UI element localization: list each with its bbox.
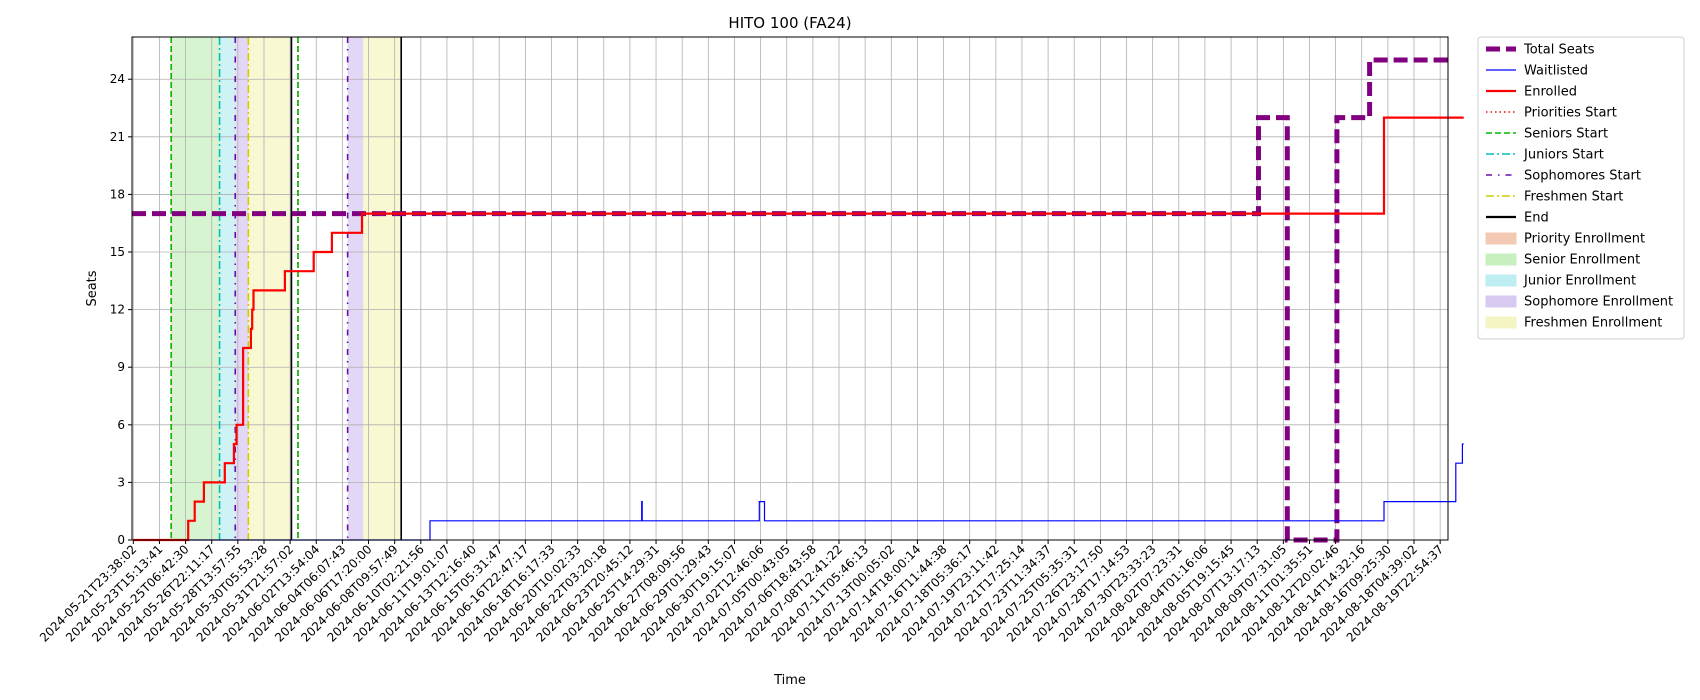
plot-frame [131, 36, 1449, 541]
legend-label-waitlisted: Waitlisted [1524, 64, 1588, 79]
legend-swatch-junior-enrollment [1485, 274, 1517, 287]
enrollment-periods [171, 37, 402, 540]
legend-label-priority-enrollment: Priority Enrollment [1524, 232, 1645, 247]
legend-label-total-seats: Total Seats [1523, 43, 1595, 58]
x-axis-label: Time [773, 673, 806, 688]
y-tick-label-6: 18 [110, 187, 125, 201]
period-freshmen-enrollment-4 [248, 37, 291, 540]
legend-label-juniors-start: Juniors Start [1523, 148, 1604, 163]
legend-label-seniors-start: Seniors Start [1524, 127, 1608, 142]
period-senior-enrollment-1 [172, 37, 220, 540]
legend-swatch-priority-enrollment [1485, 232, 1517, 245]
y-tick-label-3: 9 [117, 360, 125, 374]
y-axis: 0 3 6 9 12 15 18 21 24 [110, 72, 132, 547]
y-tick-label-8: 24 [110, 72, 125, 86]
legend: Total Seats Waitlisted Enrolled Priorities … [1477, 36, 1685, 340]
legend-label-sophomores-start: Sophomores Start [1524, 169, 1641, 184]
y-tick-label-1: 3 [117, 475, 125, 489]
chart-title: HITO 100 (FA24) [728, 14, 851, 32]
series-enrolled [133, 116, 1464, 542]
legend-swatch-senior-enrollment [1485, 253, 1517, 266]
grid-lines [132, 37, 1448, 541]
legend-swatch-sophomore-enrollment [1485, 295, 1517, 308]
y-tick-label-5: 15 [110, 245, 125, 259]
y-axis-label: Seats [85, 270, 100, 306]
y-tick-label-2: 6 [117, 418, 125, 432]
legend-label-sophomore-enrollment: Sophomore Enrollment [1524, 295, 1673, 310]
period-priority-enrollment-0 [171, 37, 173, 540]
legend-label-senior-enrollment: Senior Enrollment [1524, 253, 1640, 268]
legend-swatch-freshmen-enrollment [1485, 316, 1517, 329]
series-total-seats [132, 57, 1448, 543]
y-tick-label-7: 21 [110, 130, 125, 144]
series-waitlisted [133, 443, 1464, 541]
legend-label-enrolled: Enrolled [1524, 85, 1577, 100]
legend-label-freshmen-start: Freshmen Start [1524, 190, 1623, 205]
period-sophomore-enrollment-3 [235, 37, 249, 540]
period-sophomore-enrollment-5 [347, 37, 364, 540]
start-markers [170, 37, 403, 540]
data-series [132, 57, 1464, 543]
y-tick-label-4: 12 [110, 303, 125, 317]
period-freshmen-enrollment-6 [363, 37, 402, 540]
period-junior-enrollment-2 [219, 37, 236, 540]
legend-box [1477, 36, 1685, 340]
legend-label-priorities-start: Priorities Start [1524, 106, 1617, 121]
y-tick-label-0: 0 [117, 533, 125, 547]
legend-label-freshmen-enrollment: Freshmen Enrollment [1524, 316, 1662, 331]
legend-label-junior-enrollment: Junior Enrollment [1523, 274, 1636, 289]
legend-label-end: End [1524, 211, 1549, 226]
